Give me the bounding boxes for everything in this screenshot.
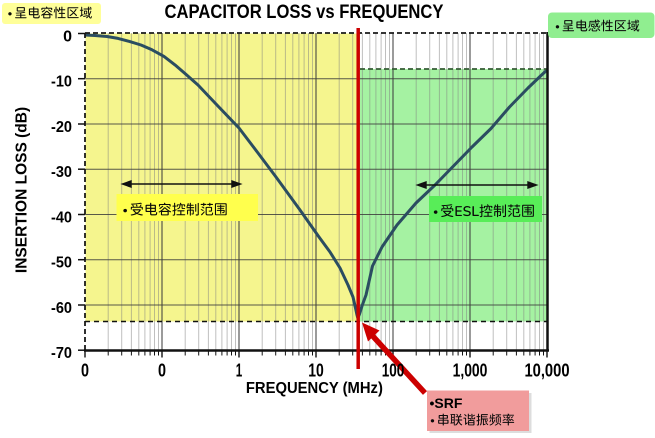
- svg-text:-40: -40: [51, 210, 72, 227]
- svg-text:FREQUENCY (MHz): FREQUENCY (MHz): [246, 380, 383, 397]
- svg-text:100: 100: [382, 361, 405, 381]
- svg-text:CAPACITOR LOSS vs FREQUENCY: CAPACITOR LOSS vs FREQUENCY: [165, 2, 444, 23]
- svg-text:-60: -60: [51, 300, 72, 317]
- svg-text:10: 10: [308, 361, 324, 381]
- svg-text:0: 0: [158, 361, 166, 381]
- svg-text:INSERTION LOSS (dB): INSERTION LOSS (dB): [13, 107, 30, 273]
- svg-text:10,000: 10,000: [524, 361, 569, 381]
- svg-text:-30: -30: [51, 164, 72, 181]
- svg-text:1: 1: [236, 361, 243, 381]
- svg-text:-50: -50: [51, 255, 72, 272]
- svg-text:-20: -20: [51, 119, 72, 136]
- svg-text:-70: -70: [51, 345, 72, 362]
- svg-text:0: 0: [81, 361, 89, 381]
- svg-text:•SRF: •SRF: [430, 395, 463, 411]
- svg-text:1,000: 1,000: [453, 361, 488, 381]
- svg-text:-10: -10: [51, 74, 72, 91]
- svg-text:0: 0: [63, 29, 72, 46]
